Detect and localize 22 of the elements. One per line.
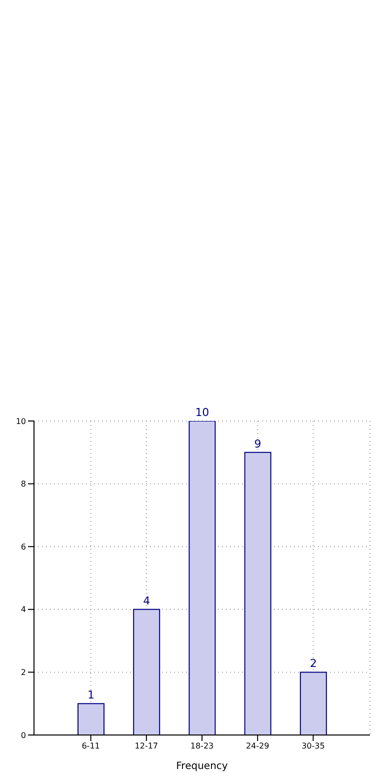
y-tick-label: 2 [20,668,26,678]
bar [188,421,216,735]
x-tick-label: 6-11 [82,742,100,751]
y-tick-label: 0 [20,730,26,740]
bar [133,608,160,735]
x-tick-label: 12-17 [134,742,158,751]
bar [78,703,104,735]
x-tick-label: 30-35 [302,742,325,751]
y-tick-label: 6 [20,542,26,552]
data-label: 10 [195,406,210,419]
x-tick-label: 24-29 [246,742,270,751]
x-axis-title: Frequency [176,761,228,772]
y-tick-label: 8 [20,480,26,489]
x-tick-label: 18-23 [190,742,214,751]
data-label: 4 [143,594,150,608]
y-tick-label: 10 [16,416,26,426]
bar [300,672,327,735]
y-tick-label: 4 [20,605,26,614]
bar [244,452,272,735]
data-label: 9 [254,437,262,450]
data-label: 1 [88,688,94,702]
data-label: 2 [310,657,317,670]
